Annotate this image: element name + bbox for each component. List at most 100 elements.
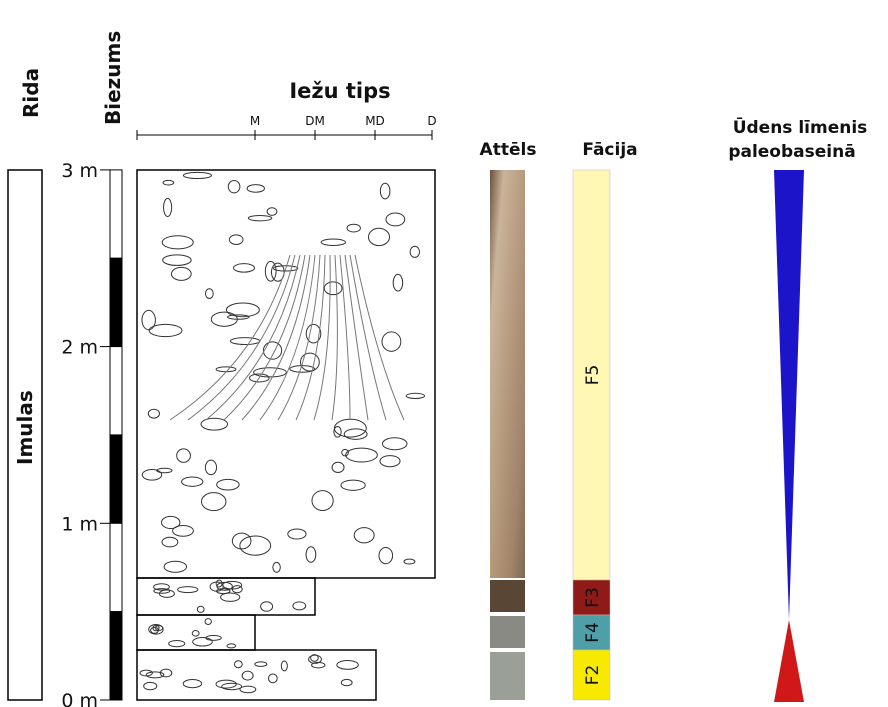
clast	[216, 367, 236, 372]
clast	[382, 438, 407, 450]
clast	[163, 255, 191, 266]
clast	[233, 264, 254, 272]
clast	[162, 236, 193, 249]
clast	[205, 619, 211, 625]
clast	[240, 536, 271, 555]
photo	[490, 170, 525, 578]
clast	[222, 683, 242, 689]
clast	[382, 332, 401, 351]
thickness-segment	[110, 435, 122, 523]
clast	[229, 235, 243, 245]
clast	[337, 661, 358, 670]
clast	[164, 561, 186, 572]
facies-label: F3	[583, 587, 603, 608]
clast	[227, 644, 236, 648]
clast	[148, 409, 159, 418]
clast	[312, 491, 333, 511]
clast	[193, 638, 213, 647]
clast	[205, 460, 216, 475]
clast	[201, 493, 225, 511]
clast	[281, 661, 287, 671]
clast	[393, 274, 403, 291]
bedding	[224, 255, 305, 420]
clast	[263, 342, 281, 359]
scale-label: M	[250, 114, 260, 128]
bedding	[314, 255, 330, 420]
water-title: paleobaseinā	[728, 142, 855, 162]
clast	[234, 661, 242, 668]
clast	[306, 547, 316, 563]
clast	[221, 593, 240, 601]
clast	[410, 246, 419, 257]
clast	[163, 180, 174, 185]
lithology	[137, 170, 435, 700]
clast	[346, 448, 378, 462]
clast	[334, 419, 366, 437]
biezums-title: Biezums	[101, 31, 125, 125]
clast	[406, 393, 424, 398]
depth-label: 0 m	[61, 690, 98, 707]
clast	[341, 480, 365, 490]
depth-label: 2 m	[61, 337, 98, 359]
clast	[379, 547, 393, 563]
photo	[490, 616, 525, 648]
clast	[248, 215, 271, 220]
thickness-segment	[110, 170, 122, 258]
clast	[321, 239, 345, 245]
clast	[149, 324, 182, 336]
clast	[332, 462, 344, 472]
clast	[247, 185, 264, 193]
clast	[380, 183, 390, 199]
clast	[142, 469, 161, 480]
clast	[344, 429, 367, 439]
clast	[267, 208, 277, 216]
clast	[288, 529, 306, 539]
rock-type-title: Iežu tips	[289, 79, 390, 103]
clast	[197, 606, 204, 612]
clast	[183, 680, 201, 688]
clast	[228, 180, 240, 192]
clast	[254, 368, 287, 377]
photo-title: Attēls	[480, 140, 537, 160]
clast	[230, 338, 259, 345]
clast	[240, 686, 256, 693]
water-deep	[774, 170, 804, 620]
unit-label: Imulas	[13, 390, 37, 465]
clast	[255, 662, 267, 667]
rida-title: Rida	[19, 68, 43, 118]
clast	[182, 477, 203, 486]
clast	[144, 682, 157, 689]
thickness-scale: 3 m2 m1 m0 m	[61, 160, 122, 707]
clast	[404, 559, 415, 564]
clast	[368, 228, 389, 245]
clast	[178, 587, 198, 593]
clast	[183, 172, 211, 178]
depth-label: 3 m	[61, 160, 98, 182]
thickness-segment	[110, 523, 122, 611]
clast	[380, 456, 400, 467]
scale-label: D	[427, 114, 436, 128]
water-shallow	[774, 620, 804, 702]
clast	[157, 468, 172, 472]
clast	[341, 679, 352, 685]
clast	[162, 537, 178, 547]
clast	[201, 418, 228, 430]
clast	[354, 528, 374, 543]
clast	[177, 449, 191, 462]
clast	[293, 602, 306, 610]
clast	[171, 267, 191, 280]
clast	[164, 198, 172, 216]
clast	[169, 641, 185, 647]
bedding	[350, 255, 386, 420]
thickness-segment	[110, 612, 122, 700]
clast	[324, 282, 342, 295]
geologic-log: Rida Imulas Biezums 3 m2 m1 m0 m Iežu ti…	[0, 0, 888, 707]
thickness-segment	[110, 258, 122, 346]
thickness-segment	[110, 347, 122, 435]
clast	[173, 526, 194, 537]
clast	[347, 224, 360, 232]
clast	[342, 449, 349, 455]
water-title: Ūdens līmenis	[733, 116, 868, 138]
bedding	[278, 255, 320, 420]
